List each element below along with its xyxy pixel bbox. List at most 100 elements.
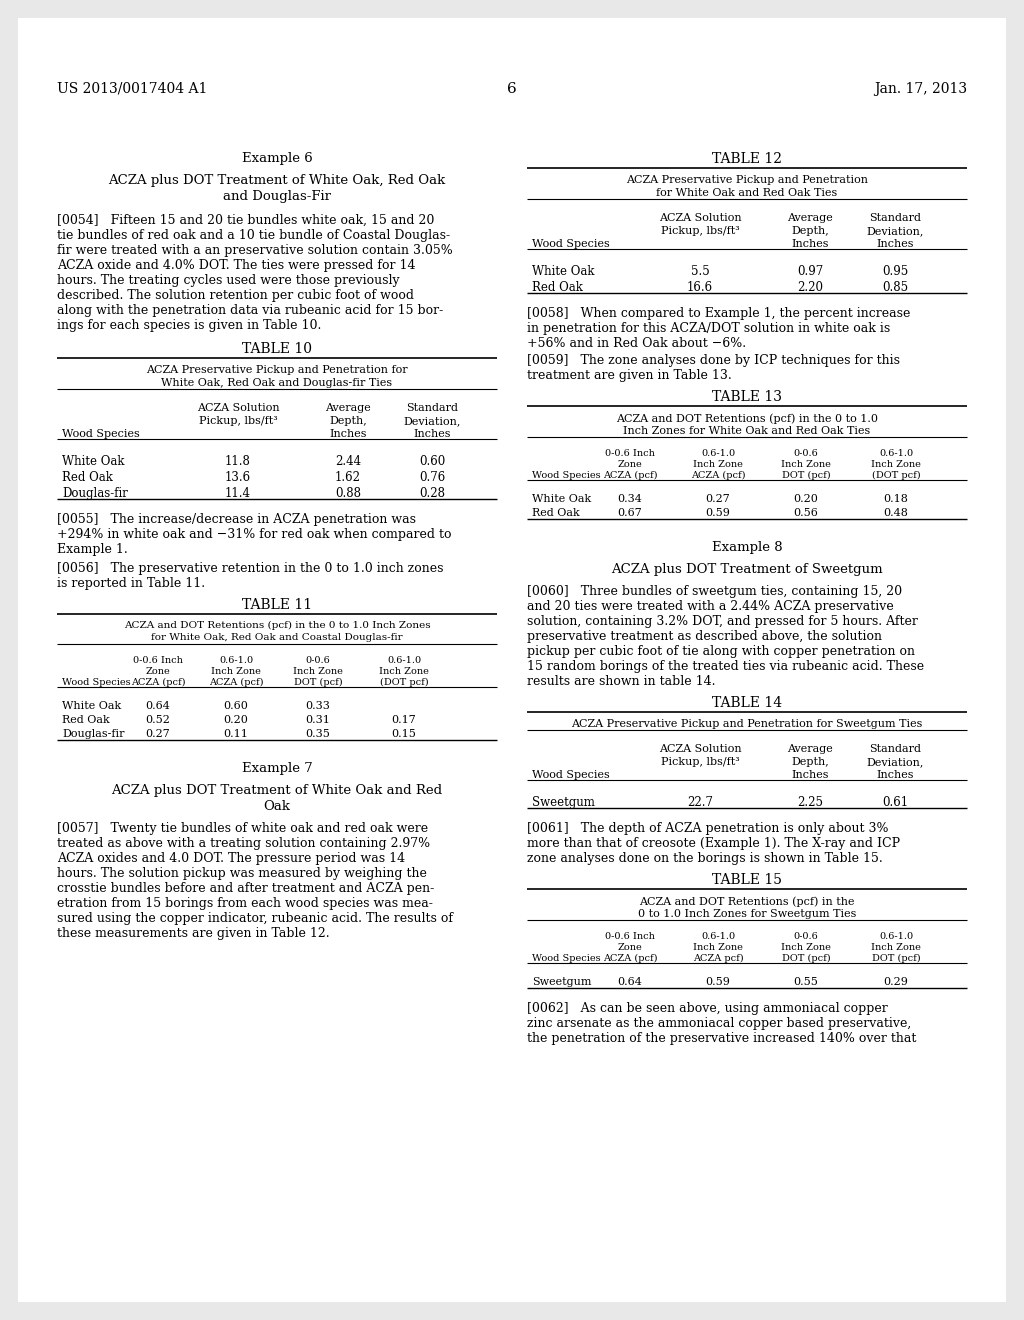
Text: TABLE 15: TABLE 15 [712,873,782,887]
Text: zone analyses done on the borings is shown in Table 15.: zone analyses done on the borings is sho… [527,851,883,865]
Text: 0.33: 0.33 [305,701,331,711]
Text: 0.29: 0.29 [884,977,908,987]
Text: described. The solution retention per cubic foot of wood: described. The solution retention per cu… [57,289,414,302]
Text: 0.6-1.0: 0.6-1.0 [701,932,735,941]
Text: more than that of creosote (Example 1). The X-ray and ICP: more than that of creosote (Example 1). … [527,837,900,850]
Text: [0054]   Fifteen 15 and 20 tie bundles white oak, 15 and 20: [0054] Fifteen 15 and 20 tie bundles whi… [57,214,434,227]
Text: DOT (pcf): DOT (pcf) [871,954,921,964]
Text: 2.20: 2.20 [797,281,823,294]
Text: Wood Species: Wood Species [532,239,609,249]
Text: ACZA (pcf): ACZA (pcf) [131,678,185,688]
Text: 0-0.6 Inch: 0-0.6 Inch [133,656,183,665]
Text: Wood Species: Wood Species [62,429,139,440]
Text: results are shown in table 14.: results are shown in table 14. [527,675,716,688]
Text: Pickup, lbs/ft³: Pickup, lbs/ft³ [199,416,278,426]
Text: Red Oak: Red Oak [532,281,583,294]
Text: +294% in white oak and −31% for red oak when compared to: +294% in white oak and −31% for red oak … [57,528,452,541]
Text: Inch Zone: Inch Zone [781,942,830,952]
Text: 6: 6 [507,82,517,96]
Text: and Douglas-Fir: and Douglas-Fir [223,190,331,203]
Text: pickup per cubic foot of tie along with copper penetration on: pickup per cubic foot of tie along with … [527,645,915,657]
Text: Average: Average [787,213,833,223]
Text: 0.56: 0.56 [794,508,818,517]
Text: Red Oak: Red Oak [62,471,113,484]
Text: treated as above with a treating solution containing 2.97%: treated as above with a treating solutio… [57,837,430,850]
Text: TABLE 11: TABLE 11 [242,598,312,612]
Text: 0.59: 0.59 [706,508,730,517]
Text: Red Oak: Red Oak [62,715,110,725]
Text: ACZA oxide and 4.0% DOT. The ties were pressed for 14: ACZA oxide and 4.0% DOT. The ties were p… [57,259,416,272]
Text: Pickup, lbs/ft³: Pickup, lbs/ft³ [660,226,739,236]
Text: (DOT pcf): (DOT pcf) [380,678,428,688]
Text: ACZA pcf): ACZA pcf) [692,954,743,964]
Text: [0061]   The depth of ACZA penetration is only about 3%: [0061] The depth of ACZA penetration is … [527,822,889,836]
Text: 2.44: 2.44 [335,455,361,469]
Text: solution, containing 3.2% DOT, and pressed for 5 hours. After: solution, containing 3.2% DOT, and press… [527,615,918,628]
Text: TABLE 12: TABLE 12 [712,152,782,166]
Text: 0.15: 0.15 [391,729,417,739]
Text: Jan. 17, 2013: Jan. 17, 2013 [873,82,967,96]
Text: ACZA Solution: ACZA Solution [658,213,741,223]
Text: [0058]   When compared to Example 1, the percent increase: [0058] When compared to Example 1, the p… [527,308,910,319]
Text: Zone: Zone [617,459,642,469]
Text: 0.60: 0.60 [223,701,249,711]
Text: Wood Species: Wood Species [532,770,609,780]
Text: Inches: Inches [877,239,913,249]
Text: hours. The solution pickup was measured by weighing the: hours. The solution pickup was measured … [57,867,427,880]
Text: 13.6: 13.6 [225,471,251,484]
Text: 0.67: 0.67 [617,508,642,517]
Text: 0.27: 0.27 [706,494,730,504]
Text: for White Oak and Red Oak Ties: for White Oak and Red Oak Ties [656,187,838,198]
Text: 0.95: 0.95 [882,265,908,279]
Text: 0.59: 0.59 [706,977,730,987]
Text: ACZA Preservative Pickup and Penetration for: ACZA Preservative Pickup and Penetration… [146,366,408,375]
Text: preservative treatment as described above, the solution: preservative treatment as described abov… [527,630,882,643]
Text: Deviation,: Deviation, [403,416,461,426]
Text: Inch Zone: Inch Zone [693,942,743,952]
Text: ACZA plus DOT Treatment of White Oak and Red: ACZA plus DOT Treatment of White Oak and… [112,784,442,797]
Text: Inches: Inches [792,239,828,249]
Text: 0.31: 0.31 [305,715,331,725]
Text: ACZA oxides and 4.0 DOT. The pressure period was 14: ACZA oxides and 4.0 DOT. The pressure pe… [57,851,406,865]
Text: Pickup, lbs/ft³: Pickup, lbs/ft³ [660,756,739,767]
Text: 0.28: 0.28 [419,487,445,500]
Text: White Oak: White Oak [62,455,125,469]
Text: 0.52: 0.52 [145,715,170,725]
Text: Standard: Standard [869,213,921,223]
Text: TABLE 14: TABLE 14 [712,696,782,710]
Text: 0.18: 0.18 [884,494,908,504]
Text: 0.11: 0.11 [223,729,249,739]
Text: Inches: Inches [792,770,828,780]
Text: 0.64: 0.64 [145,701,170,711]
Text: ACZA plus DOT Treatment of White Oak, Red Oak: ACZA plus DOT Treatment of White Oak, Re… [109,174,445,187]
Text: 2.25: 2.25 [797,796,823,809]
Text: [0055]   The increase/decrease in ACZA penetration was: [0055] The increase/decrease in ACZA pen… [57,513,416,525]
Text: Deviation,: Deviation, [866,226,924,236]
Text: ACZA Solution: ACZA Solution [197,403,280,413]
Text: ACZA and DOT Retentions (pcf) in the: ACZA and DOT Retentions (pcf) in the [639,896,855,907]
Text: 0.6-1.0: 0.6-1.0 [701,449,735,458]
Text: ACZA Preservative Pickup and Penetration: ACZA Preservative Pickup and Penetration [626,176,868,185]
Text: 15 random borings of the treated ties via rubeanic acid. These: 15 random borings of the treated ties vi… [527,660,924,673]
Text: [0057]   Twenty tie bundles of white oak and red oak were: [0057] Twenty tie bundles of white oak a… [57,822,428,836]
Text: Inch Zone: Inch Zone [211,667,261,676]
Text: Wood Species: Wood Species [532,954,601,964]
Text: 0.6-1.0: 0.6-1.0 [219,656,253,665]
Text: 0.27: 0.27 [145,729,170,739]
Text: 0.55: 0.55 [794,977,818,987]
Text: 0.76: 0.76 [419,471,445,484]
Text: 0.97: 0.97 [797,265,823,279]
Text: 0.60: 0.60 [419,455,445,469]
Text: 0.34: 0.34 [617,494,642,504]
Text: Oak: Oak [263,800,291,813]
Text: DOT (pcf): DOT (pcf) [781,954,830,964]
Text: Depth,: Depth, [329,416,367,426]
Text: ACZA and DOT Retentions (pcf) in the 0 to 1.0 Inch Zones: ACZA and DOT Retentions (pcf) in the 0 t… [124,620,430,630]
Text: 0-0.6: 0-0.6 [794,932,818,941]
Text: Standard: Standard [406,403,458,413]
Text: [0056]   The preservative retention in the 0 to 1.0 inch zones: [0056] The preservative retention in the… [57,562,443,576]
Text: crosstie bundles before and after treatment and ACZA pen-: crosstie bundles before and after treatm… [57,882,434,895]
Text: Sweetgum: Sweetgum [532,977,592,987]
Text: Zone: Zone [145,667,170,676]
Text: Inches: Inches [414,429,451,440]
